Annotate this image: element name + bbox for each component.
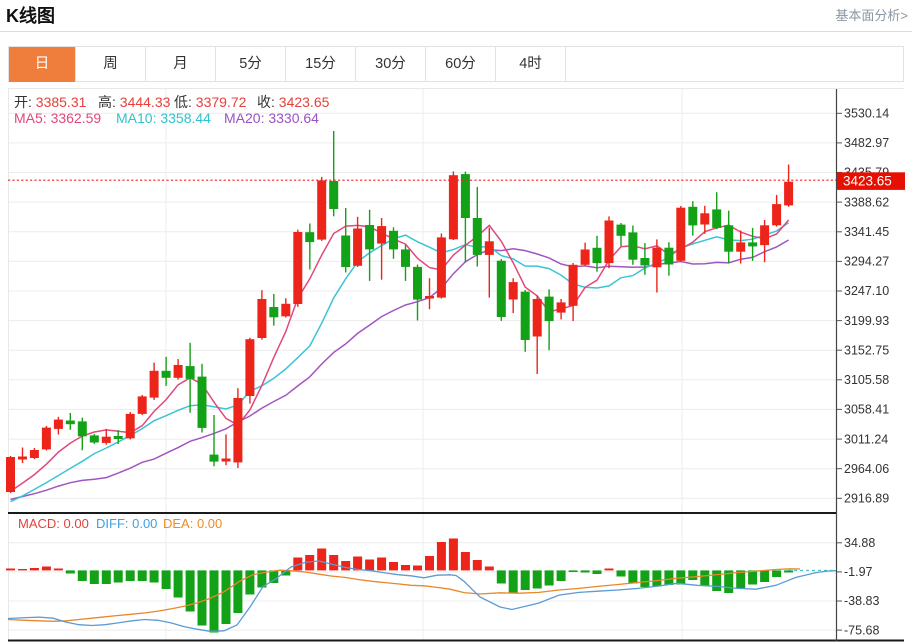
svg-text:3341.45: 3341.45: [844, 225, 889, 239]
svg-text:3199.93: 3199.93: [844, 314, 889, 328]
svg-text:3294.27: 3294.27: [844, 255, 889, 269]
svg-text:2964.06: 2964.06: [844, 462, 889, 476]
svg-text:-38.83: -38.83: [844, 594, 879, 608]
svg-text:3011.24: 3011.24: [844, 432, 888, 446]
svg-text:3482.97: 3482.97: [844, 136, 889, 150]
svg-text:34.88: 34.88: [844, 536, 875, 550]
svg-text:3105.58: 3105.58: [844, 373, 889, 387]
svg-text:3058.41: 3058.41: [844, 403, 889, 417]
svg-text:-75.68: -75.68: [844, 623, 879, 637]
svg-text:-1.97: -1.97: [844, 565, 873, 579]
svg-text:3152.75: 3152.75: [844, 343, 889, 357]
svg-text:3423.65: 3423.65: [843, 174, 892, 189]
svg-text:3530.14: 3530.14: [844, 107, 889, 121]
svg-text:3247.10: 3247.10: [844, 284, 889, 298]
svg-text:3388.62: 3388.62: [844, 195, 889, 209]
svg-text:2916.89: 2916.89: [844, 492, 889, 506]
